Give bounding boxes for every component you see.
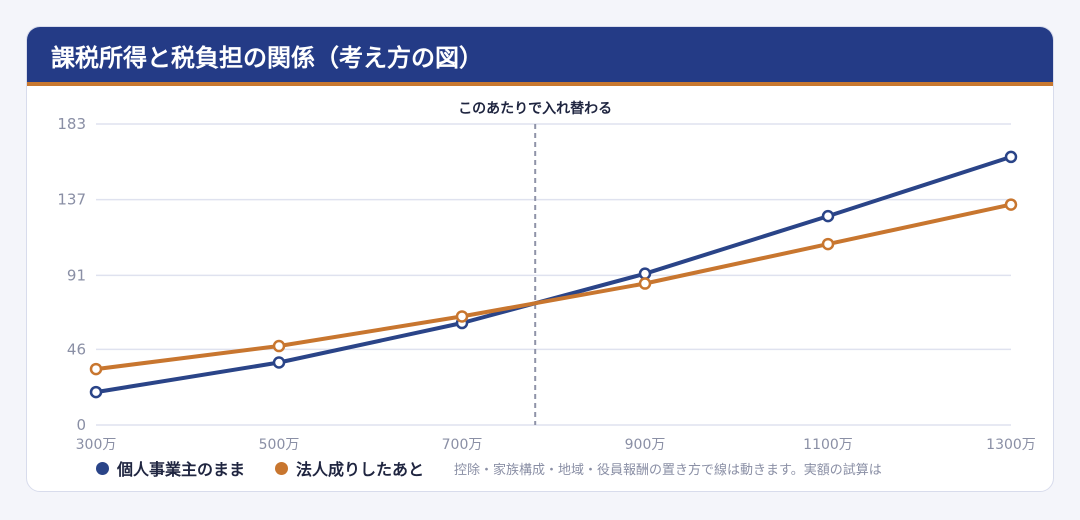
- title-bar: 課税所得と税負担の関係（考え方の図）: [27, 27, 1053, 86]
- y-tick-label: 137: [57, 191, 86, 209]
- data-point[interactable]: [1004, 198, 1018, 211]
- data-point[interactable]: [89, 385, 103, 399]
- series: [89, 150, 1018, 399]
- legend: 個人事業主のまま 法人成りしたあと 控除・家族構成・地域・役員報酬の置き方で線は…: [96, 456, 882, 480]
- data-point[interactable]: [638, 267, 652, 280]
- data-point[interactable]: [272, 356, 286, 369]
- y-tick-label: 91: [67, 266, 86, 284]
- y-tick-label: 46: [67, 340, 86, 358]
- data-point[interactable]: [821, 237, 835, 251]
- y-axis: 0 46 91 137 183: [57, 115, 86, 434]
- legend-marker-corporate: [275, 461, 289, 475]
- crossover-label: このあたりで入れ替わる: [458, 100, 612, 117]
- legend-item-corporate[interactable]: 法人成りしたあと: [275, 456, 424, 480]
- x-tick-label: 700万: [442, 437, 483, 453]
- data-point[interactable]: [1004, 150, 1018, 164]
- chart-card: 課税所得と税負担の関係（考え方の図）: [26, 26, 1054, 492]
- x-tick-label: 1100万: [803, 437, 853, 453]
- footnote: 控除・家族構成・地域・役員報酬の置き方で線は動きます。実額の試算は: [454, 462, 882, 478]
- y-tick-label: 0: [76, 416, 86, 434]
- data-point[interactable]: [638, 277, 652, 290]
- grid: [96, 123, 1011, 426]
- data-point[interactable]: [272, 339, 286, 353]
- x-tick-label: 900万: [625, 437, 666, 453]
- chart-title: 課税所得と税負担の関係（考え方の図）: [51, 44, 483, 72]
- x-tick-label: 500万: [259, 437, 300, 453]
- legend-label-individual: 個人事業主のまま: [117, 460, 246, 479]
- y-tick-label: 183: [57, 115, 86, 133]
- data-point[interactable]: [821, 209, 835, 223]
- x-axis: 300万 500万 700万 900万 1100万 1300万: [76, 437, 1036, 453]
- legend-item-individual[interactable]: 個人事業主のまま: [96, 456, 245, 480]
- x-tick-label: 300万: [76, 437, 117, 453]
- data-point[interactable]: [89, 362, 103, 376]
- series-line-1: [94, 202, 1013, 372]
- x-tick-label: 1300万: [986, 437, 1036, 453]
- data-point[interactable]: [455, 310, 469, 323]
- series-line-0: [94, 154, 1013, 395]
- legend-marker-individual: [96, 461, 109, 475]
- legend-label-corporate: 法人成りしたあと: [296, 460, 425, 479]
